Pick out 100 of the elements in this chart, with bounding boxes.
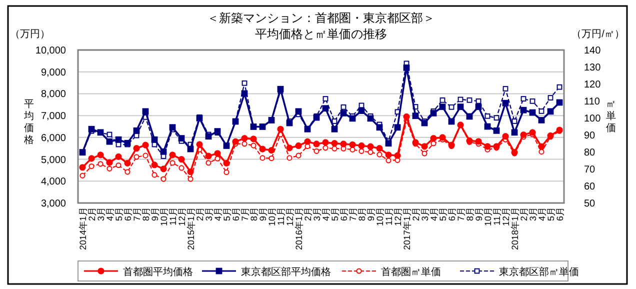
x-tick-label: 5月 xyxy=(222,207,232,222)
x-tick-label: 2月 xyxy=(195,207,205,222)
point xyxy=(304,138,311,145)
point xyxy=(260,155,266,161)
point xyxy=(512,118,518,124)
y2-tick-label: 90 xyxy=(584,130,596,142)
point xyxy=(385,140,392,147)
point xyxy=(538,116,545,124)
y2-tick-label: 100 xyxy=(584,114,602,124)
point xyxy=(403,113,410,120)
point xyxy=(421,120,428,126)
x-tick-label: 6月 xyxy=(447,207,457,222)
x-tick-label: 5月 xyxy=(546,207,556,222)
x-tick-label: 5月 xyxy=(438,207,448,222)
point xyxy=(133,127,140,134)
chart-subtitle: 平均価格と㎡単価の推移 xyxy=(255,27,387,41)
point xyxy=(214,150,221,157)
point xyxy=(187,168,194,176)
point xyxy=(277,126,284,132)
point xyxy=(358,108,365,114)
y2-tick-label: 130 xyxy=(584,62,602,74)
point xyxy=(160,176,166,182)
point xyxy=(133,145,140,152)
point xyxy=(556,84,562,90)
point xyxy=(178,165,184,171)
point xyxy=(520,106,527,114)
point xyxy=(250,136,257,142)
point xyxy=(250,142,256,148)
x-tick-label: 3月 xyxy=(96,207,106,222)
y-tick-label: 3,000 xyxy=(40,198,66,210)
y2-tick-label: 120 xyxy=(584,80,602,90)
point xyxy=(241,90,248,97)
y2-tick-label: 110 xyxy=(584,96,600,108)
point xyxy=(106,159,113,166)
x-tick-label: 4月 xyxy=(105,207,115,222)
y-tick-label: 4,000 xyxy=(40,176,66,188)
point xyxy=(340,110,347,116)
x-tick-label: 6月 xyxy=(231,207,241,222)
point xyxy=(358,148,364,154)
y-tick-label: 6,000 xyxy=(40,132,66,144)
y-axis-title: 平均価格 xyxy=(23,99,34,146)
y-tick-label: 8,000 xyxy=(40,89,66,100)
point xyxy=(386,158,392,164)
point xyxy=(205,152,212,160)
point xyxy=(421,143,428,150)
point xyxy=(403,64,410,71)
y-tick-label: 10,000 xyxy=(35,46,66,56)
x-tick-label: 2018年1月 xyxy=(510,207,520,250)
legend-label: 首都圏平均価格 xyxy=(123,266,193,278)
x-tick-label: 3月 xyxy=(312,207,322,222)
point xyxy=(530,98,536,104)
point xyxy=(322,105,329,112)
point xyxy=(187,146,194,152)
point xyxy=(511,129,518,136)
x-tick-label: 11月 xyxy=(168,207,178,226)
x-tick-label: 9月 xyxy=(474,207,484,222)
point xyxy=(475,104,482,110)
point xyxy=(188,176,194,182)
point xyxy=(241,135,248,142)
point xyxy=(169,124,176,131)
point xyxy=(232,138,239,145)
x-tick-label: 2014年1月 xyxy=(78,207,88,250)
point xyxy=(322,139,329,146)
y-tick-label: 7,000 xyxy=(40,111,66,122)
point xyxy=(142,152,148,158)
point xyxy=(296,152,302,158)
point xyxy=(259,146,266,152)
point xyxy=(440,97,446,103)
x-tick-label: 8月 xyxy=(249,207,259,222)
point xyxy=(494,115,500,121)
x-tick-label: 8月 xyxy=(465,207,475,222)
point xyxy=(286,120,293,126)
x-tick-label: 11月 xyxy=(492,207,502,226)
x-tick-label: 4月 xyxy=(429,207,439,222)
point xyxy=(224,169,230,176)
point xyxy=(367,143,374,150)
point xyxy=(124,169,130,175)
y2-tick-label: 70 xyxy=(584,164,596,176)
y-tick-label: 9,000 xyxy=(40,67,66,78)
y2-tick-label: 60 xyxy=(584,182,596,192)
point xyxy=(556,99,563,106)
point xyxy=(448,118,455,125)
x-tick-label: 10月 xyxy=(375,207,385,226)
point xyxy=(358,142,365,150)
point xyxy=(520,132,527,138)
point xyxy=(170,160,176,166)
x-tick-label: 4月 xyxy=(213,207,223,222)
point xyxy=(124,160,131,167)
y2-axis-title: ㎡単価 xyxy=(606,99,616,134)
x-tick-label: 10月 xyxy=(267,207,277,226)
x-tick-label: 10月 xyxy=(159,207,169,226)
point xyxy=(151,162,158,168)
point xyxy=(242,80,248,86)
x-tick-label: 5月 xyxy=(114,207,124,222)
point xyxy=(502,86,508,92)
point xyxy=(538,149,544,155)
point xyxy=(493,127,500,134)
point xyxy=(547,108,554,115)
x-tick-label: 4月 xyxy=(537,207,547,222)
point xyxy=(376,124,383,131)
